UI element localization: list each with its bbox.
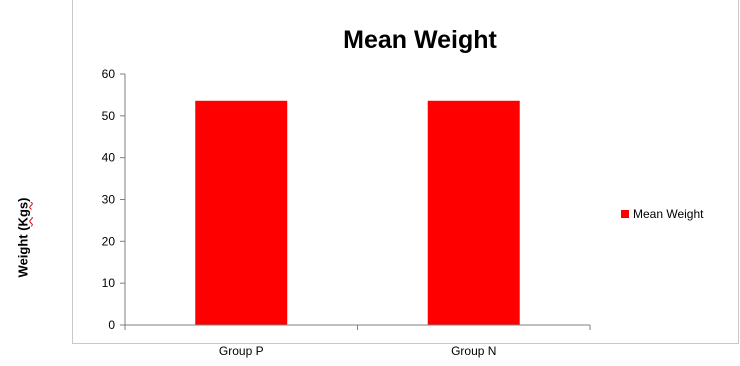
y-tick-label: 10 — [102, 276, 116, 290]
bar-group-p — [195, 100, 288, 325]
y-tick-label: 60 — [102, 67, 116, 81]
legend-swatch — [621, 210, 629, 218]
y-tick-label: 30 — [102, 193, 116, 207]
x-tick-label: Group N — [451, 344, 496, 358]
legend-label: Mean Weight — [633, 207, 704, 221]
y-tick-label: 50 — [102, 109, 116, 123]
y-tick-label: 0 — [108, 318, 115, 332]
y-tick-label: 40 — [102, 151, 116, 165]
chart-frame — [72, 0, 739, 344]
bar-group-n — [427, 100, 520, 325]
x-tick-label: Group P — [219, 344, 264, 358]
y-tick-label: 20 — [102, 234, 116, 248]
chart-title: Mean Weight — [343, 26, 497, 54]
